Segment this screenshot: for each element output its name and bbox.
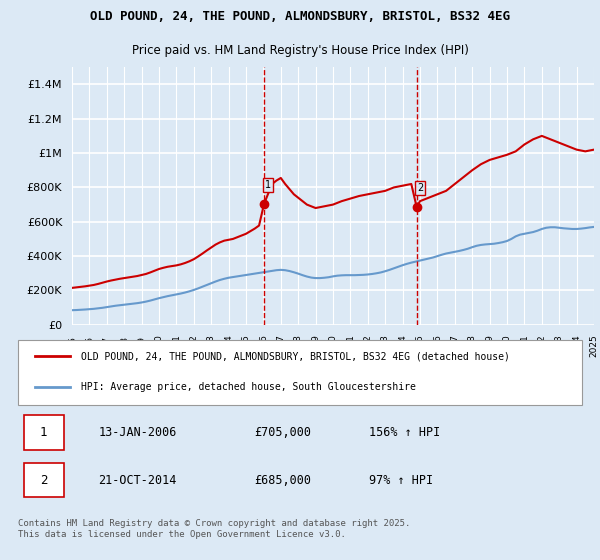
FancyBboxPatch shape	[23, 463, 64, 497]
Text: 21-OCT-2014: 21-OCT-2014	[98, 474, 177, 487]
FancyBboxPatch shape	[23, 416, 64, 450]
Text: OLD POUND, 24, THE POUND, ALMONDSBURY, BRISTOL, BS32 4EG (detached house): OLD POUND, 24, THE POUND, ALMONDSBURY, B…	[81, 351, 510, 361]
Text: Contains HM Land Registry data © Crown copyright and database right 2025.
This d: Contains HM Land Registry data © Crown c…	[18, 519, 410, 539]
Text: OLD POUND, 24, THE POUND, ALMONDSBURY, BRISTOL, BS32 4EG: OLD POUND, 24, THE POUND, ALMONDSBURY, B…	[90, 10, 510, 24]
Text: £685,000: £685,000	[254, 474, 311, 487]
FancyBboxPatch shape	[18, 339, 582, 405]
Text: 1: 1	[40, 426, 47, 439]
Text: £705,000: £705,000	[254, 426, 311, 439]
Text: Price paid vs. HM Land Registry's House Price Index (HPI): Price paid vs. HM Land Registry's House …	[131, 44, 469, 57]
Text: 2: 2	[417, 184, 423, 193]
Text: 97% ↑ HPI: 97% ↑ HPI	[369, 474, 433, 487]
Text: HPI: Average price, detached house, South Gloucestershire: HPI: Average price, detached house, Sout…	[81, 382, 416, 392]
Text: 1: 1	[265, 180, 271, 190]
Text: 13-JAN-2006: 13-JAN-2006	[98, 426, 177, 439]
Text: 156% ↑ HPI: 156% ↑ HPI	[369, 426, 440, 439]
Text: 2: 2	[40, 474, 47, 487]
